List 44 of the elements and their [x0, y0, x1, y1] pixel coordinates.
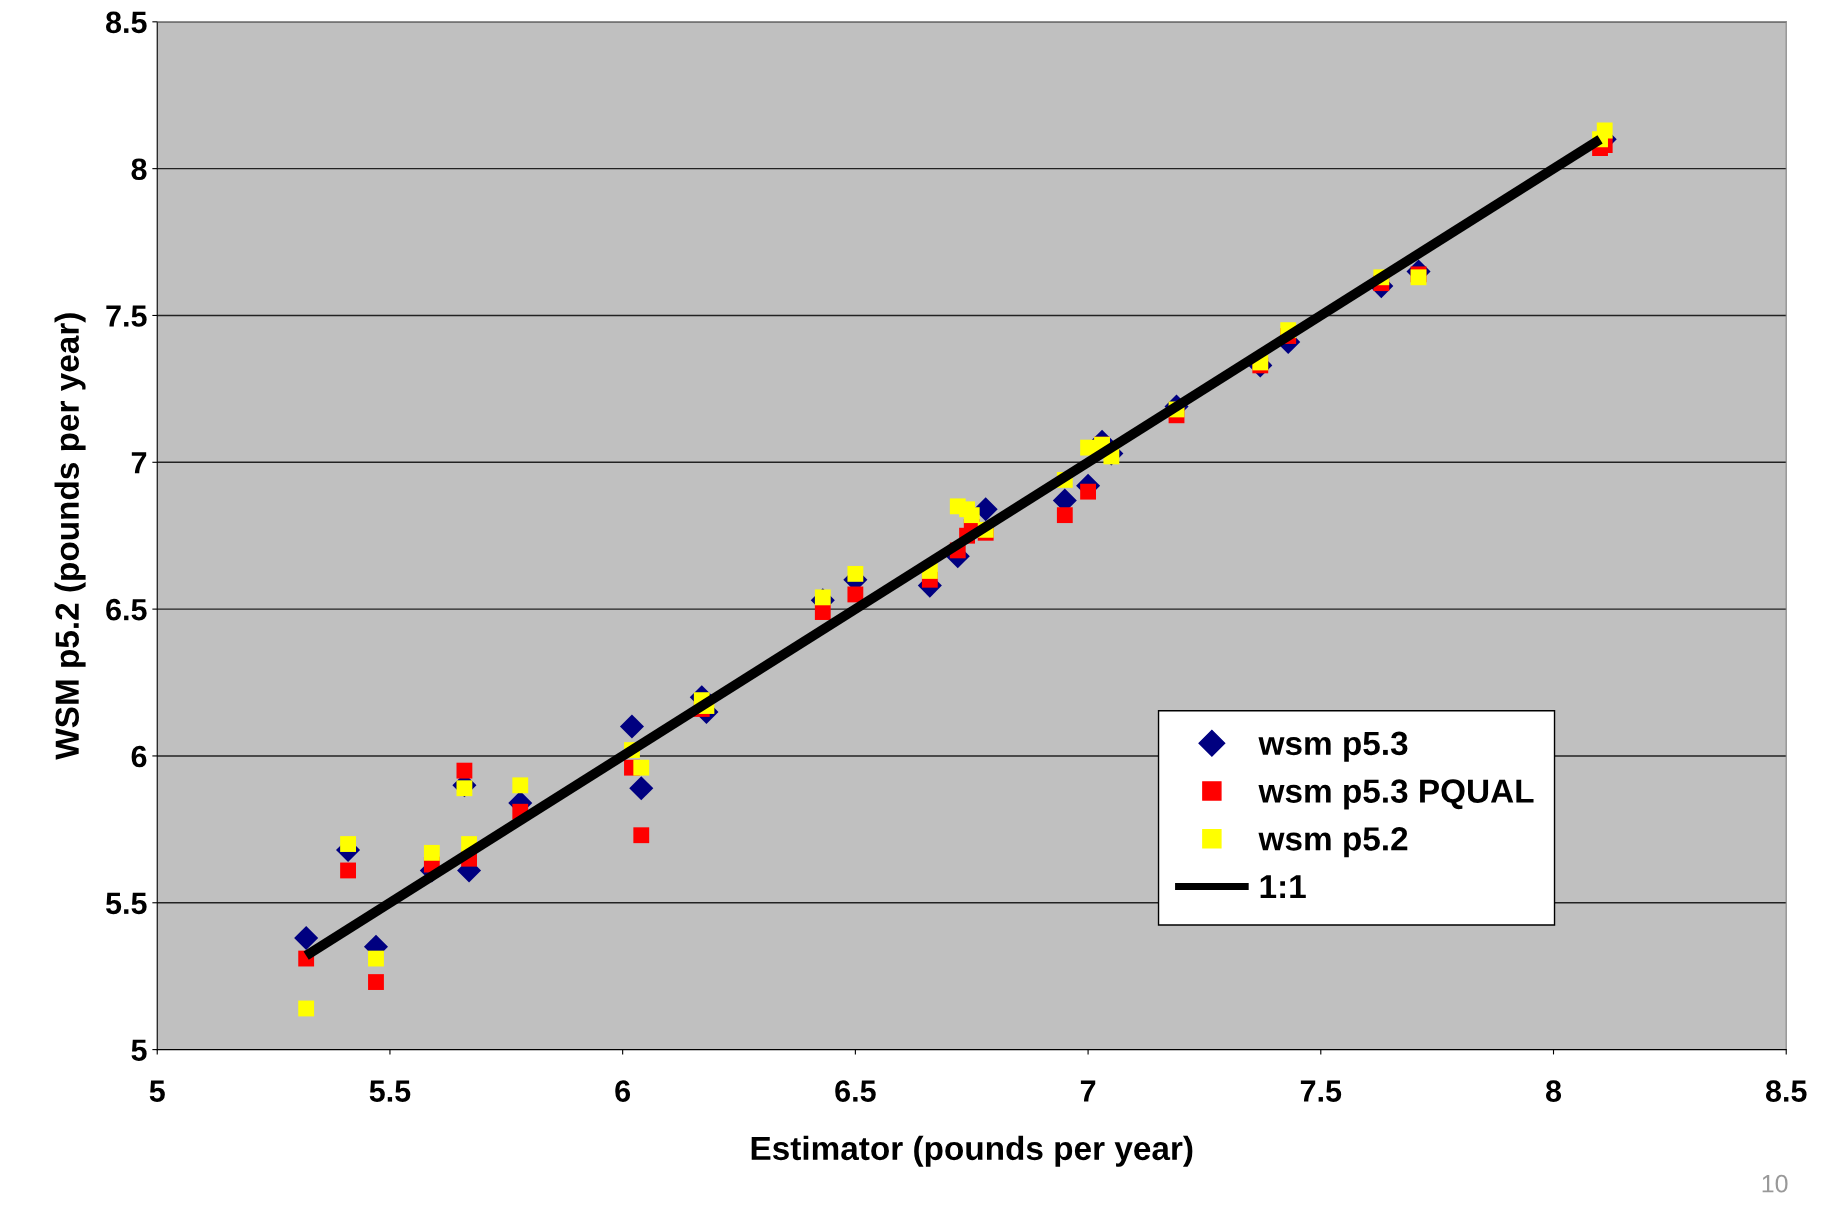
- y-tick-label: 8.5: [106, 11, 147, 34]
- y-tick-label: 8: [131, 158, 147, 181]
- point: [847, 586, 864, 603]
- x-axis-title: Estimator (pounds per year): [751, 1135, 1193, 1167]
- point: [1596, 122, 1613, 139]
- y-tick-label: 5.5: [105, 892, 147, 915]
- point: [456, 762, 473, 779]
- point: [847, 565, 864, 582]
- y-tick-label: 5: [131, 1039, 147, 1061]
- x-tick-label: 8: [1545, 1080, 1562, 1102]
- point: [423, 844, 440, 861]
- point: [512, 777, 529, 794]
- point: [633, 759, 650, 776]
- x-tick-label: 8.5: [1765, 1080, 1807, 1102]
- legend-label: 1:1: [1260, 875, 1306, 899]
- y-tick-label: 6: [131, 745, 147, 768]
- point: [368, 950, 384, 967]
- point: [1056, 507, 1073, 524]
- point: [1080, 483, 1096, 500]
- point: [629, 776, 654, 801]
- point: [814, 604, 831, 620]
- x-tick-label: 7: [1080, 1080, 1096, 1102]
- legend-label: wsm p5.3 PQUAL: [1258, 779, 1534, 810]
- point: [963, 507, 980, 524]
- y-axis-title: WSM p5.2 (pounds per year): [54, 313, 86, 760]
- y-tick-label: 7: [131, 452, 147, 474]
- legend-label: wsm p5.3: [1258, 731, 1408, 762]
- y-tick-label: 7.5: [106, 305, 147, 327]
- point: [368, 974, 384, 990]
- legend-label: wsm p5.2: [1258, 827, 1408, 858]
- point: [633, 827, 650, 844]
- point: [814, 589, 831, 606]
- x-tick-label: 5: [149, 1080, 165, 1102]
- x-tick-label: 7.5: [1300, 1080, 1342, 1102]
- text: 10: [1762, 1174, 1788, 1193]
- x-tick-label: 5.5: [369, 1080, 411, 1102]
- x-tick-label: 6.5: [835, 1080, 876, 1102]
- point: [298, 1000, 315, 1017]
- point: [340, 836, 356, 852]
- point: [294, 925, 319, 951]
- y-tick-label: 6.5: [106, 598, 147, 621]
- point: [340, 862, 356, 879]
- point: [619, 714, 644, 739]
- x-tick-label: 6: [615, 1080, 631, 1102]
